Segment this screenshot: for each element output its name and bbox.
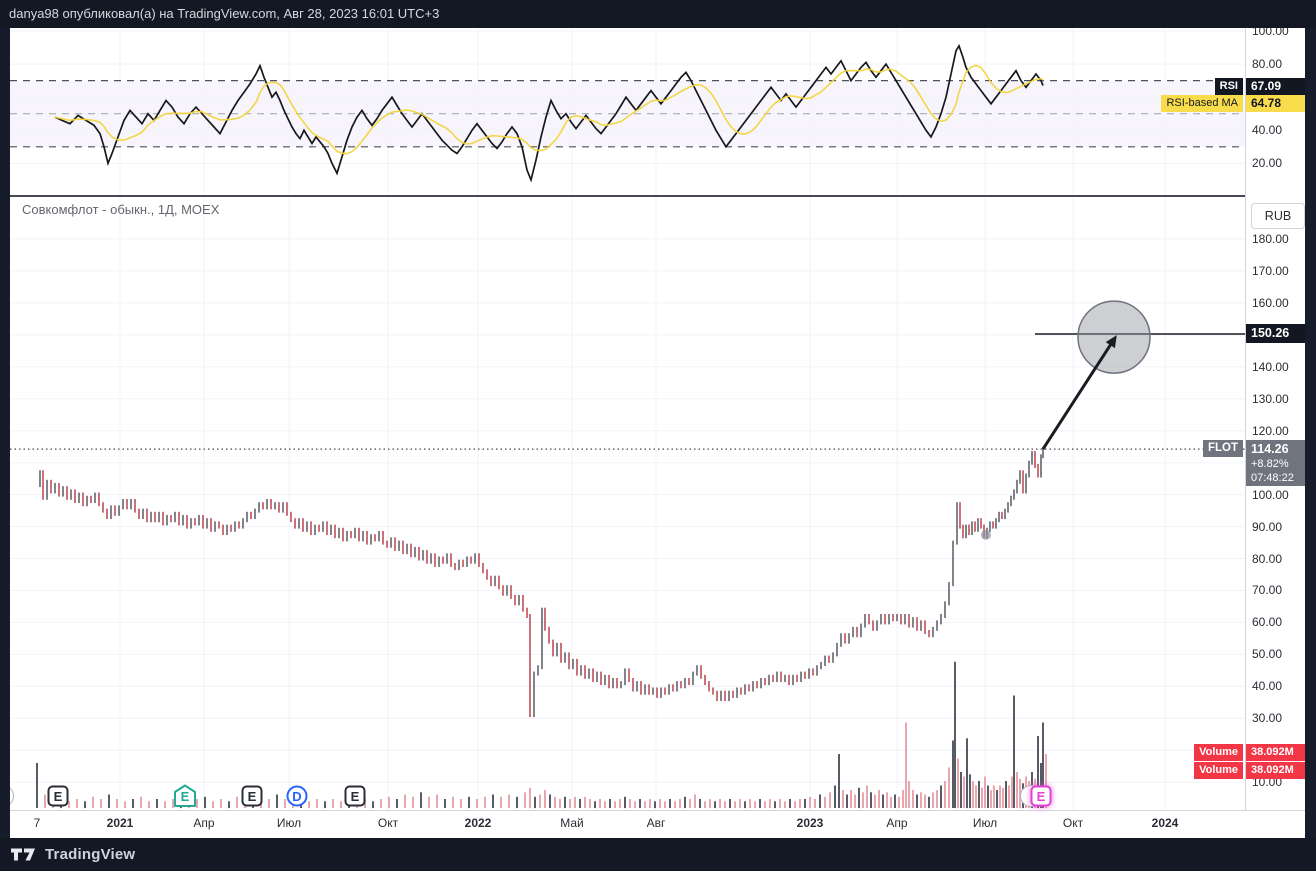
volume-value-label: 38.092M: [1246, 744, 1305, 761]
svg-text:E: E: [1037, 789, 1046, 804]
time-axis[interactable]: 7 2021 Апр Июл Окт 2022 Май Авг 2023 Апр Июл Окт 202…: [10, 810, 1305, 838]
last-quote-box: 114.26 +8.82% 07:48:22: [1246, 440, 1305, 486]
last-price: 114.26: [1251, 442, 1289, 456]
time-axis-tick: 2024: [1151, 816, 1179, 830]
price-axis-tick: 170.00: [1252, 264, 1289, 278]
price-axis-tick: 50.00: [1252, 647, 1283, 661]
price-axis-tick: 30.00: [1252, 711, 1283, 725]
chart-area: RUB 100.00 80.00 40.00 20.00 180.00 170.00 160…: [10, 28, 1305, 838]
price-axis-tick: 160.00: [1252, 296, 1289, 310]
price-axis-tick: 70.00: [1252, 583, 1283, 597]
rsi-axis-tick: 40.00: [1252, 123, 1283, 137]
price-axis-tick: 100.00: [1252, 488, 1289, 502]
rsi-axis-tick: 80.00: [1252, 57, 1283, 71]
volume-value-label: 38.092M: [1246, 762, 1305, 779]
event-marker-e-square[interactable]: E: [1029, 784, 1053, 808]
share-header: danya98 опубликовал(а) на TradingView.co…: [0, 0, 1316, 28]
time-axis-tick: 2023: [796, 816, 824, 830]
price-axis[interactable]: RUB 100.00 80.00 40.00 20.00 180.00 170.00 160…: [1245, 28, 1305, 810]
price-axis-tick: 90.00: [1252, 520, 1283, 534]
time-axis-tick: Июл: [972, 816, 998, 830]
price-axis-tick: 180.00: [1252, 232, 1289, 246]
price-axis-tick: 60.00: [1252, 615, 1283, 629]
time-axis-tick: 2021: [106, 816, 134, 830]
rsi-axis-tick: 20.00: [1252, 156, 1283, 170]
price-change: +8.82%: [1251, 458, 1289, 470]
price-axis-tick: 140.00: [1252, 360, 1289, 374]
price-axis-tick: 40.00: [1252, 679, 1283, 693]
event-marker-e-square[interactable]: E: [46, 784, 70, 808]
time-axis-tick: 2022: [464, 816, 492, 830]
price-axis-tick: 130.00: [1252, 392, 1289, 406]
time-axis-tick: Авг: [646, 816, 666, 830]
time-axis-tick: Май: [560, 816, 584, 830]
rsi-ma-value-label: 64.78: [1246, 95, 1305, 112]
pane-separator[interactable]: [10, 195, 1245, 197]
rsi-label: RSI: [1214, 78, 1243, 95]
chart-canvas[interactable]: [10, 28, 1245, 810]
svg-text:E: E: [351, 789, 360, 804]
event-marker-e-square[interactable]: E: [343, 784, 367, 808]
volume-label: Volume: [1194, 744, 1243, 761]
svg-text:E: E: [54, 789, 63, 804]
symbol-title[interactable]: Совкомфлот - обыкн., 1Д, MOEX: [22, 202, 220, 217]
tradingview-logo-icon: [11, 848, 35, 860]
volume-label: Volume: [1194, 762, 1243, 779]
footer-bar: TradingView: [0, 838, 1316, 871]
time-axis-tick: Июл: [276, 816, 302, 830]
footer-brand-link[interactable]: TradingView: [45, 846, 136, 863]
time-axis-tick: Окт: [1062, 816, 1084, 830]
time-axis-tick: 7: [33, 816, 41, 830]
rsi-axis-tick: 100.00: [1252, 28, 1289, 38]
share-header-text: danya98 опубликовал(а) на TradingView.co…: [9, 6, 440, 21]
event-marker-e-square[interactable]: E: [240, 784, 264, 808]
bar-countdown: 07:48:22: [1251, 472, 1294, 484]
target-price-label: 150.26: [1246, 324, 1305, 343]
rsi-value-label: 67.09: [1246, 78, 1305, 95]
ticker-badge: FLOT: [1202, 440, 1243, 457]
time-axis-tick: Апр: [886, 816, 908, 830]
price-axis-tick: 80.00: [1252, 552, 1283, 566]
event-marker-e-house[interactable]: E: [173, 784, 197, 808]
svg-text:E: E: [248, 789, 257, 804]
time-axis-tick: Окт: [377, 816, 399, 830]
event-marker-d-circle[interactable]: D: [285, 784, 309, 808]
time-axis-tick: Апр: [193, 816, 215, 830]
svg-text:D: D: [292, 789, 301, 804]
svg-text:E: E: [181, 789, 190, 804]
price-axis-tick: 120.00: [1252, 424, 1289, 438]
currency-button[interactable]: RUB: [1251, 203, 1305, 229]
rsi-ma-label: RSI-based MA: [1161, 95, 1243, 112]
